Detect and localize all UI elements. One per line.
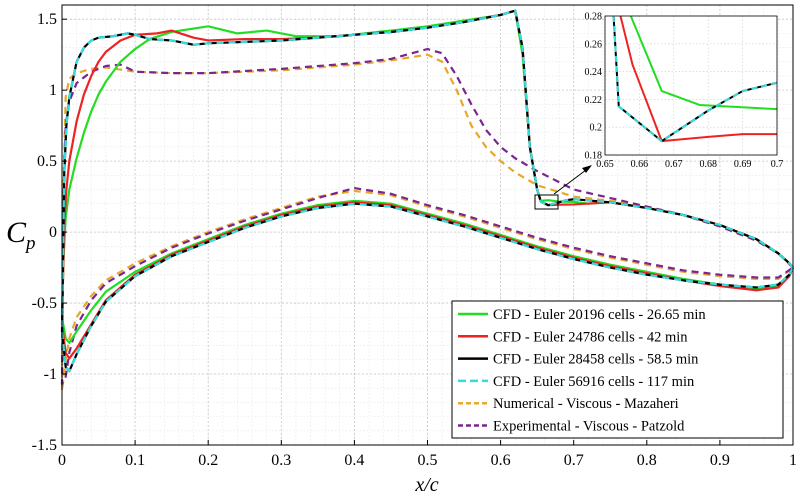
x-tick-label: 0.7 <box>564 452 584 469</box>
inset-frame <box>604 15 778 156</box>
series-line-experimental-viscous-patzold <box>60 47 794 386</box>
legend-label: CFD - Euler 20196 cells - 26.65 min <box>493 307 706 323</box>
inset-series-group <box>612 15 778 143</box>
inset-x-tick-label: 0.66 <box>631 159 649 170</box>
legend-entry: CFD - Euler 20196 cells - 26.65 min <box>458 307 706 323</box>
legend-label: Experimental - Viscous - Patzold <box>493 419 685 435</box>
x-tick-label: 0.5 <box>418 452 438 469</box>
y-tick-label: -1 <box>44 366 57 383</box>
inset-y-tick-label: 0.26 <box>585 39 603 50</box>
legend-label: Numerical - Viscous - Mazaheri <box>493 396 679 412</box>
legend-label: CFD - Euler 56916 cells - 117 min <box>493 374 695 390</box>
y-axis-title: Cp <box>6 216 36 254</box>
axis-ticks: 0 0.1 0.2 0.3 0.4 0.5 0.6 0.7 0.8 0.9 1 -1.5 -1 -0.5 0… <box>32 11 797 469</box>
legend-entry: CFD - Euler 56916 cells - 117 min <box>458 374 695 390</box>
x-tick-label: 0.3 <box>271 452 291 469</box>
inset-y-tick-label: 0.24 <box>585 67 603 78</box>
zoom-pointer-arrowhead <box>582 165 592 173</box>
legend-entry: Numerical - Viscous - Mazaheri <box>458 396 679 412</box>
x-tick-label: 0.9 <box>710 452 730 469</box>
x-axis-title: x/c <box>414 474 438 496</box>
series-group <box>60 9 795 393</box>
y-tick-label: 0 <box>49 224 57 241</box>
legend-entry: Experimental - Viscous - Patzold <box>458 419 685 435</box>
x-tick-label: 0 <box>58 452 66 469</box>
series-line-cfd-euler-20196-cells-26-65-min <box>60 9 794 344</box>
legend-entries: CFD - Euler 20196 cells - 26.65 min CFD -… <box>458 307 706 435</box>
y-axis-title-main: C <box>6 216 27 249</box>
y-axis-title-subscript: p <box>24 233 36 254</box>
x-tick-label: 0.2 <box>198 452 218 469</box>
x-tick-label: 0.6 <box>491 452 511 469</box>
inset-y-tick-label: 0.22 <box>585 95 603 106</box>
zoom-region-marker <box>534 194 559 210</box>
legend-label: CFD - Euler 24786 cells - 42 min <box>493 329 688 345</box>
inset-x-tick-label: 0.7 <box>771 159 784 170</box>
inset-series-line-cfd-euler-20196-cells-26-65-min <box>629 15 778 111</box>
x-tick-label: 1 <box>789 452 797 469</box>
inset-x-tick-label: 0.67 <box>665 159 683 170</box>
legend-entry: CFD - Euler 24786 cells - 42 min <box>458 329 688 345</box>
inset-y-tick-label: 0.28 <box>585 12 603 23</box>
inset-series-line-cfd-euler-56916-cells-117-min <box>612 15 778 143</box>
inset-x-tick-label: 0.65 <box>596 159 614 170</box>
inset-chart: 0.65 0.66 0.67 0.68 0.69 0.7 0.18 0.2 0.22 0.24 0.… <box>585 12 784 171</box>
y-tick-label: 1.5 <box>37 11 57 28</box>
y-tick-label: -1.5 <box>32 437 57 454</box>
y-tick-label: -0.5 <box>32 295 57 312</box>
inset-background <box>605 16 777 155</box>
legend-box <box>451 300 784 439</box>
series-line-cfd-euler-56916-cells-117-min <box>60 9 794 373</box>
x-tick-label: 0.4 <box>344 452 364 469</box>
y-tick-label: 0.5 <box>37 153 57 170</box>
inset-x-tick-label: 0.69 <box>734 159 752 170</box>
legend-label: CFD - Euler 28458 cells - 58.5 min <box>493 352 699 368</box>
x-tick-label: 0.8 <box>637 452 657 469</box>
legend: CFD - Euler 20196 cells - 26.65 min CFD -… <box>451 300 784 439</box>
x-tick-label: 0.1 <box>125 452 145 469</box>
zoom-pointer-arrow <box>553 166 591 195</box>
inset-x-tick-label: 0.68 <box>699 159 717 170</box>
inset-y-tick-label: 0.18 <box>585 151 603 162</box>
inset-y-tick-label: 0.2 <box>590 123 603 134</box>
inset-series-line-cfd-euler-24786-cells-42-min <box>619 15 777 143</box>
legend-entry: CFD - Euler 28458 cells - 58.5 min <box>458 352 699 368</box>
y-tick-label: 1 <box>49 82 57 99</box>
inset-axis-ticks: 0.65 0.66 0.67 0.68 0.69 0.7 0.18 0.2 0.22 0.24 0.… <box>585 12 784 171</box>
